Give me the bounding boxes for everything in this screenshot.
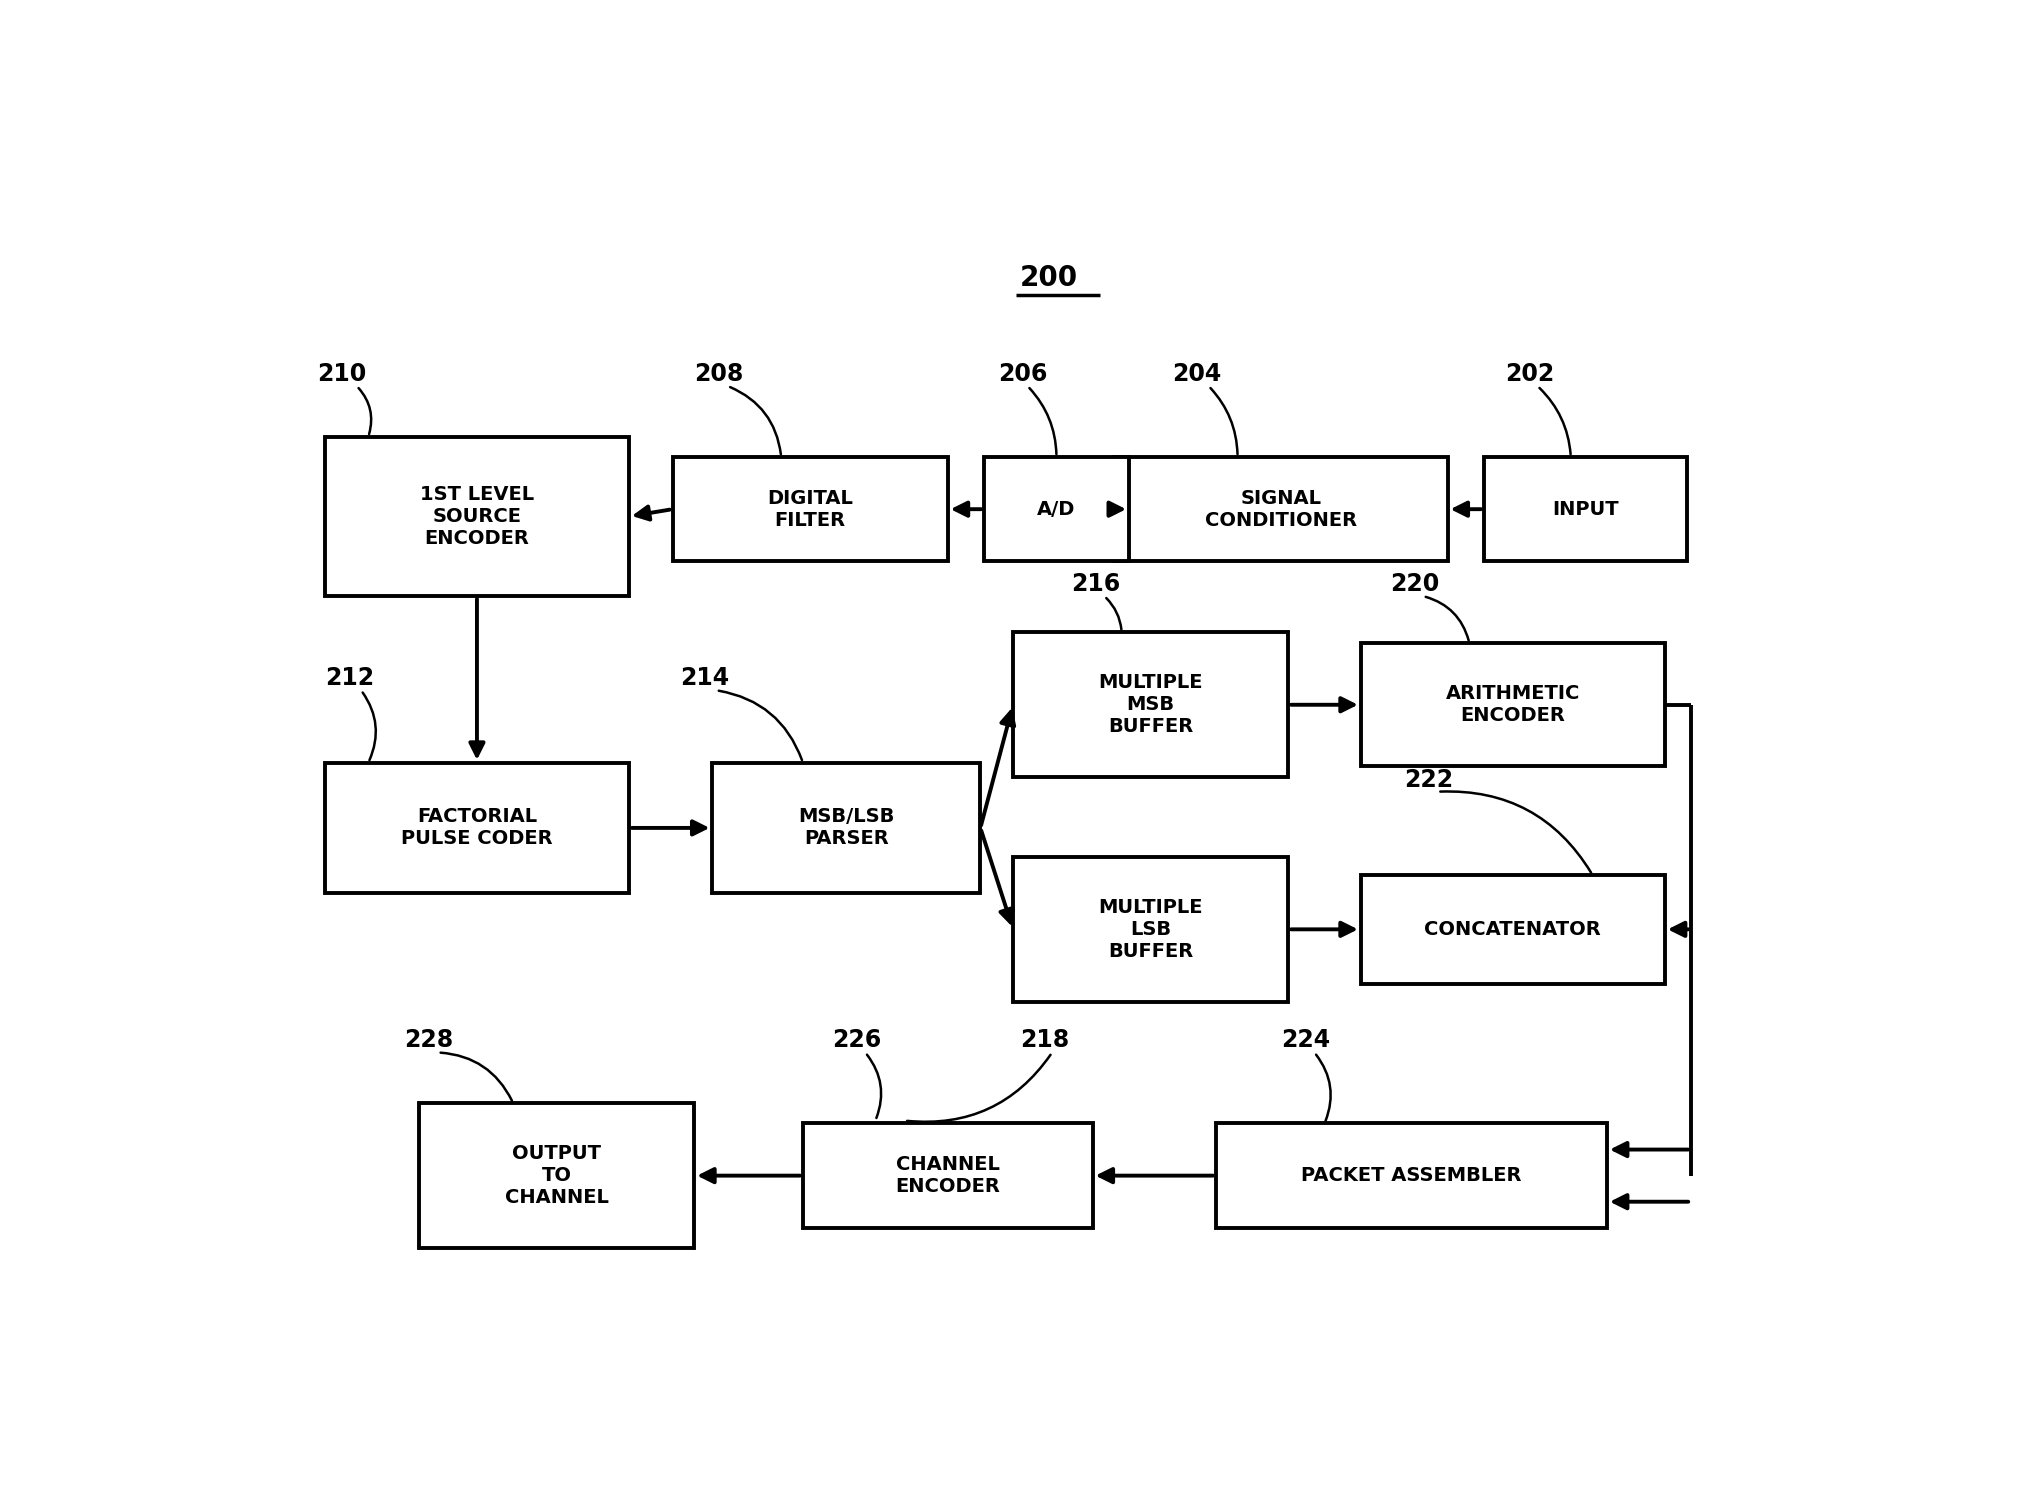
Bar <box>672 456 947 561</box>
Text: ARITHMETIC
ENCODER: ARITHMETIC ENCODER <box>1446 684 1581 726</box>
Text: 206: 206 <box>999 362 1048 386</box>
Bar <box>1484 456 1686 561</box>
Bar <box>1361 875 1666 984</box>
Text: 224: 224 <box>1280 1028 1331 1053</box>
Text: INPUT: INPUT <box>1553 500 1619 519</box>
Text: 1ST LEVEL
SOURCE
ENCODER: 1ST LEVEL SOURCE ENCODER <box>420 485 533 548</box>
Text: DIGITAL
FILTER: DIGITAL FILTER <box>767 489 854 530</box>
Text: 200: 200 <box>1020 263 1078 292</box>
Text: 202: 202 <box>1506 362 1555 386</box>
Text: 216: 216 <box>1070 571 1121 595</box>
Text: A/D: A/D <box>1038 500 1076 519</box>
Text: MSB/LSB
PARSER: MSB/LSB PARSER <box>798 808 894 848</box>
Bar <box>1215 1123 1607 1228</box>
Bar <box>1114 456 1448 561</box>
Text: 214: 214 <box>680 666 729 690</box>
Text: SIGNAL
CONDITIONER: SIGNAL CONDITIONER <box>1205 489 1357 530</box>
Text: 226: 226 <box>832 1028 880 1053</box>
Bar <box>713 763 981 893</box>
Bar <box>1014 633 1288 778</box>
Bar <box>1361 643 1666 766</box>
Text: MULTIPLE
LSB
BUFFER: MULTIPLE LSB BUFFER <box>1098 898 1203 960</box>
Text: PACKET ASSEMBLER: PACKET ASSEMBLER <box>1300 1167 1522 1185</box>
Text: MULTIPLE
MSB
BUFFER: MULTIPLE MSB BUFFER <box>1098 673 1203 736</box>
Text: CONCATENATOR: CONCATENATOR <box>1425 920 1601 939</box>
Bar <box>983 456 1129 561</box>
Text: CHANNEL
ENCODER: CHANNEL ENCODER <box>894 1155 999 1197</box>
Bar <box>325 763 630 893</box>
Text: 212: 212 <box>325 666 374 690</box>
Text: 208: 208 <box>695 362 743 386</box>
Text: 228: 228 <box>404 1028 454 1053</box>
Text: 220: 220 <box>1389 571 1440 595</box>
Bar <box>1014 857 1288 1002</box>
Text: FACTORIAL
PULSE CODER: FACTORIAL PULSE CODER <box>402 808 553 848</box>
Text: 222: 222 <box>1403 767 1454 791</box>
Text: 204: 204 <box>1173 362 1221 386</box>
Text: 218: 218 <box>1020 1028 1070 1053</box>
Text: OUTPUT
TO
CHANNEL: OUTPUT TO CHANNEL <box>505 1144 608 1207</box>
Bar <box>420 1103 695 1248</box>
Bar <box>325 437 630 595</box>
Text: 210: 210 <box>317 362 367 386</box>
Bar <box>804 1123 1092 1228</box>
